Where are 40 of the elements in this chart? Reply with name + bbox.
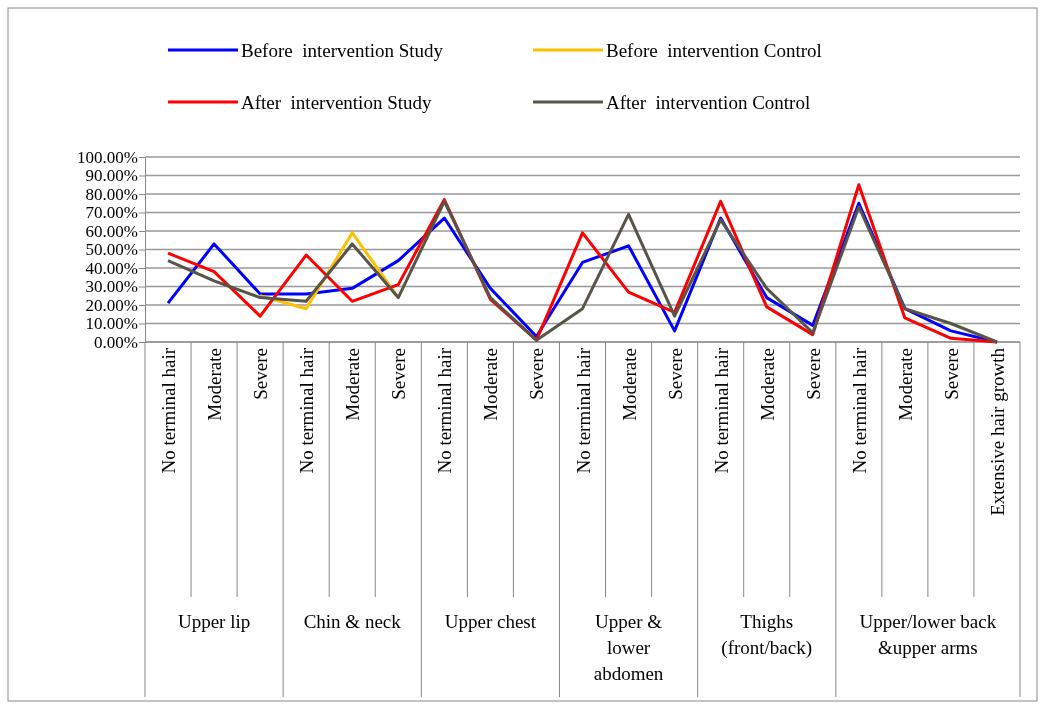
- y-tick-label: 90.00%: [85, 166, 138, 186]
- y-tick-label: 50.00%: [85, 240, 138, 260]
- y-tick-label: 20.00%: [85, 295, 138, 315]
- y-tick-label: 0.00%: [94, 332, 138, 352]
- x-tick-label: Severe: [388, 348, 410, 400]
- x-tick-label: No terminal hair: [434, 347, 456, 474]
- y-tick-label: 30.00%: [85, 277, 138, 297]
- legend-label: Before intervention Control: [606, 40, 822, 61]
- x-tick-label: Moderate: [618, 348, 640, 421]
- legend-label: After intervention Control: [606, 92, 811, 113]
- x-tick-label: No terminal hair: [158, 347, 180, 474]
- x-tick-label: Severe: [250, 348, 272, 400]
- x-tick-label: Moderate: [756, 348, 778, 421]
- text: Upper & lower abdomen: [593, 611, 664, 684]
- y-tick-label: 100.00%: [77, 147, 138, 167]
- x-tick-label: Moderate: [480, 348, 502, 421]
- x-tick-label: No terminal hair: [296, 347, 318, 474]
- x-tick-label: Severe: [664, 348, 686, 400]
- x-tick-label: No terminal hair: [848, 347, 870, 474]
- y-tick-label: 10.00%: [85, 314, 138, 334]
- x-tick-label: Moderate: [342, 348, 364, 421]
- x-tick-label: Severe: [802, 348, 824, 400]
- y-tick-label: 60.00%: [85, 221, 138, 241]
- legend-label: After intervention Study: [241, 92, 432, 113]
- y-tick-label: 70.00%: [85, 203, 138, 223]
- text: Upper lip: [177, 611, 251, 632]
- x-tick-label: Severe: [940, 348, 962, 400]
- x-tick-label: Moderate: [894, 348, 916, 421]
- x-tick-label: No terminal hair: [710, 347, 732, 474]
- x-tick-label: No terminal hair: [572, 347, 594, 474]
- text: Upper/lower back &upper arms: [859, 611, 997, 658]
- legend-label: Before intervention Study: [241, 40, 444, 61]
- x-tick-label: Moderate: [204, 348, 226, 421]
- y-tick-label: 40.00%: [85, 258, 138, 278]
- x-tick-label: Severe: [526, 348, 548, 400]
- text: Chin & neck: [303, 611, 402, 632]
- x-tick-label: Extensive hair growth: [986, 347, 1008, 516]
- text: Upper chest: [444, 611, 537, 632]
- text: Thighs (front/back): [721, 611, 813, 659]
- y-tick-label: 80.00%: [85, 184, 138, 204]
